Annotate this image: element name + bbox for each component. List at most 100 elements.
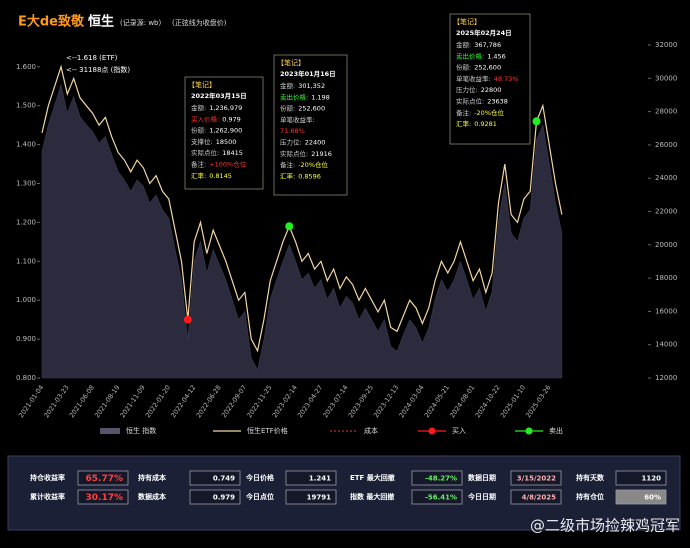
y-tick-label: 0.900 [16, 335, 36, 343]
header-note: (记录源: wb) [120, 18, 161, 27]
stat-box [615, 470, 667, 486]
note-label: 实际点位: [191, 148, 219, 157]
stat-box [411, 470, 463, 486]
note-line: 71.68% [280, 127, 305, 135]
legend-dot [428, 427, 436, 435]
note-line: 份额: 1,262,900 [191, 126, 242, 135]
note-line: 支撑位: 18500 [191, 137, 236, 146]
note-heading: 【笔记】 [277, 58, 305, 67]
stat-label: 持仓收益率 [30, 473, 65, 482]
stat-label: 指数 最大回撤 [350, 492, 394, 501]
note-label: 压力位: [456, 85, 478, 94]
stat-value: 1120 [642, 475, 662, 483]
stat-label: 今日日期 [467, 492, 496, 501]
stat-box [189, 489, 241, 505]
note-line: 实际点位: 23638 [456, 97, 508, 106]
y2-tick-label: 14000 [655, 341, 677, 349]
note-line: 备注: -20%仓位 [456, 108, 504, 117]
note-line: 卖出价格: 1.198 [280, 92, 330, 101]
title: E大de致敬 [18, 14, 85, 30]
note-label: 份额: [280, 104, 295, 113]
note-value: 0.8596 [298, 172, 321, 180]
stat-box [510, 470, 562, 486]
price-line [41, 64, 563, 353]
note-box [273, 54, 348, 196]
note-label: 金额: [456, 40, 471, 49]
stat-label: 持有天数 [576, 473, 605, 482]
stat-box [77, 489, 129, 505]
stat-value: 1.241 [309, 475, 331, 483]
stat-label: 数据成本 [138, 492, 166, 501]
note-heading: 【笔记】 [188, 80, 216, 89]
y-tick-label: 1.600 [16, 63, 36, 71]
stat-box [411, 489, 463, 505]
note-line: 买入价格: 0.979 [191, 114, 241, 123]
note-value: 1.198 [311, 93, 330, 101]
stat-label: ETF 最大回撤 [350, 473, 395, 482]
note-value: 367,786 [474, 41, 501, 49]
note-value: 1.456 [487, 52, 506, 60]
note-date: 2025年02月24日 [456, 28, 512, 37]
note-label: 实际点位: [280, 149, 308, 158]
stat-value: 4/8/2025 [522, 494, 556, 502]
note-line: 备注: -20%仓位 [280, 160, 328, 169]
note-value: 18415 [222, 149, 243, 157]
y2-tick-label: 24000 [655, 174, 677, 182]
note-value: 0.8145 [209, 172, 232, 180]
note-line: 份额: 252,600 [456, 63, 501, 72]
note-line: 单笔收益率: 48.73% [456, 74, 519, 83]
note-label: 买入价格: [191, 114, 219, 123]
stat-box [189, 470, 241, 486]
stat-value: 0.749 [213, 475, 235, 483]
stat-value: 19791 [307, 494, 331, 502]
y2-tick-label: 16000 [655, 307, 677, 315]
stat-value: 30.17% [86, 493, 124, 503]
y2-tick-label: 20000 [655, 241, 677, 249]
watermark: @二级市场捡辣鸡冠军 [530, 517, 680, 535]
stat-value: 60% [644, 494, 661, 502]
y-tick-label: 1.300 [16, 179, 36, 187]
note-label: 备注: [456, 108, 471, 117]
stat-value: 0.979 [213, 494, 235, 502]
legend-dot [525, 427, 533, 435]
note-label: 单笔收益率: [280, 115, 315, 124]
note-value: 0.979 [222, 115, 241, 123]
stat-label: 持有成本 [138, 473, 166, 482]
note-label: 备注: [191, 160, 206, 169]
note-value: -20%仓位 [298, 160, 328, 169]
stat-value: -48.27% [425, 475, 457, 483]
y2-tick-label: 32000 [655, 41, 677, 49]
note-label: 卖出价格: [456, 51, 484, 60]
stat-box [615, 489, 667, 505]
y-tick-label: 1.100 [16, 257, 36, 265]
note-label: 备注: [280, 160, 295, 169]
header-note: (正弦线为收盘价) [172, 18, 227, 27]
y-tick-label: 1.400 [16, 141, 36, 149]
stat-label: 数据日期 [468, 473, 496, 482]
note-value: -20%仓位 [474, 108, 504, 117]
annotation: <--1.618 (ETF) [66, 54, 118, 62]
note-line: 金额: 367,786 [456, 40, 501, 49]
note-line: 汇率: 0.9281 [456, 119, 497, 128]
trade-point [532, 117, 541, 126]
note-value: 0.9281 [474, 120, 497, 128]
note-line: 金额: 301,352 [280, 81, 325, 90]
note-value: 1,262,900 [209, 127, 242, 135]
note-value: 18500 [216, 138, 237, 146]
note-label: 实际点位: [456, 97, 484, 106]
y2-tick-label: 22000 [655, 208, 677, 216]
legend-label: 成本 [364, 426, 378, 435]
stat-value: 3/15/2022 [517, 475, 556, 483]
stat-label: 今日价格 [245, 473, 275, 482]
legend-label: 买入 [452, 427, 466, 435]
subtitle: 恒生 [88, 14, 114, 30]
stat-box [285, 489, 337, 505]
stat-box [77, 470, 129, 486]
y2-tick-label: 26000 [655, 141, 677, 149]
note-box [449, 13, 531, 145]
note-heading: 【笔记】 [453, 17, 481, 26]
legend-label: 恒生ETF价格 [247, 426, 288, 435]
note-box [184, 76, 264, 190]
note-label: 压力位: [280, 138, 302, 147]
note-label: 金额: [280, 81, 295, 90]
